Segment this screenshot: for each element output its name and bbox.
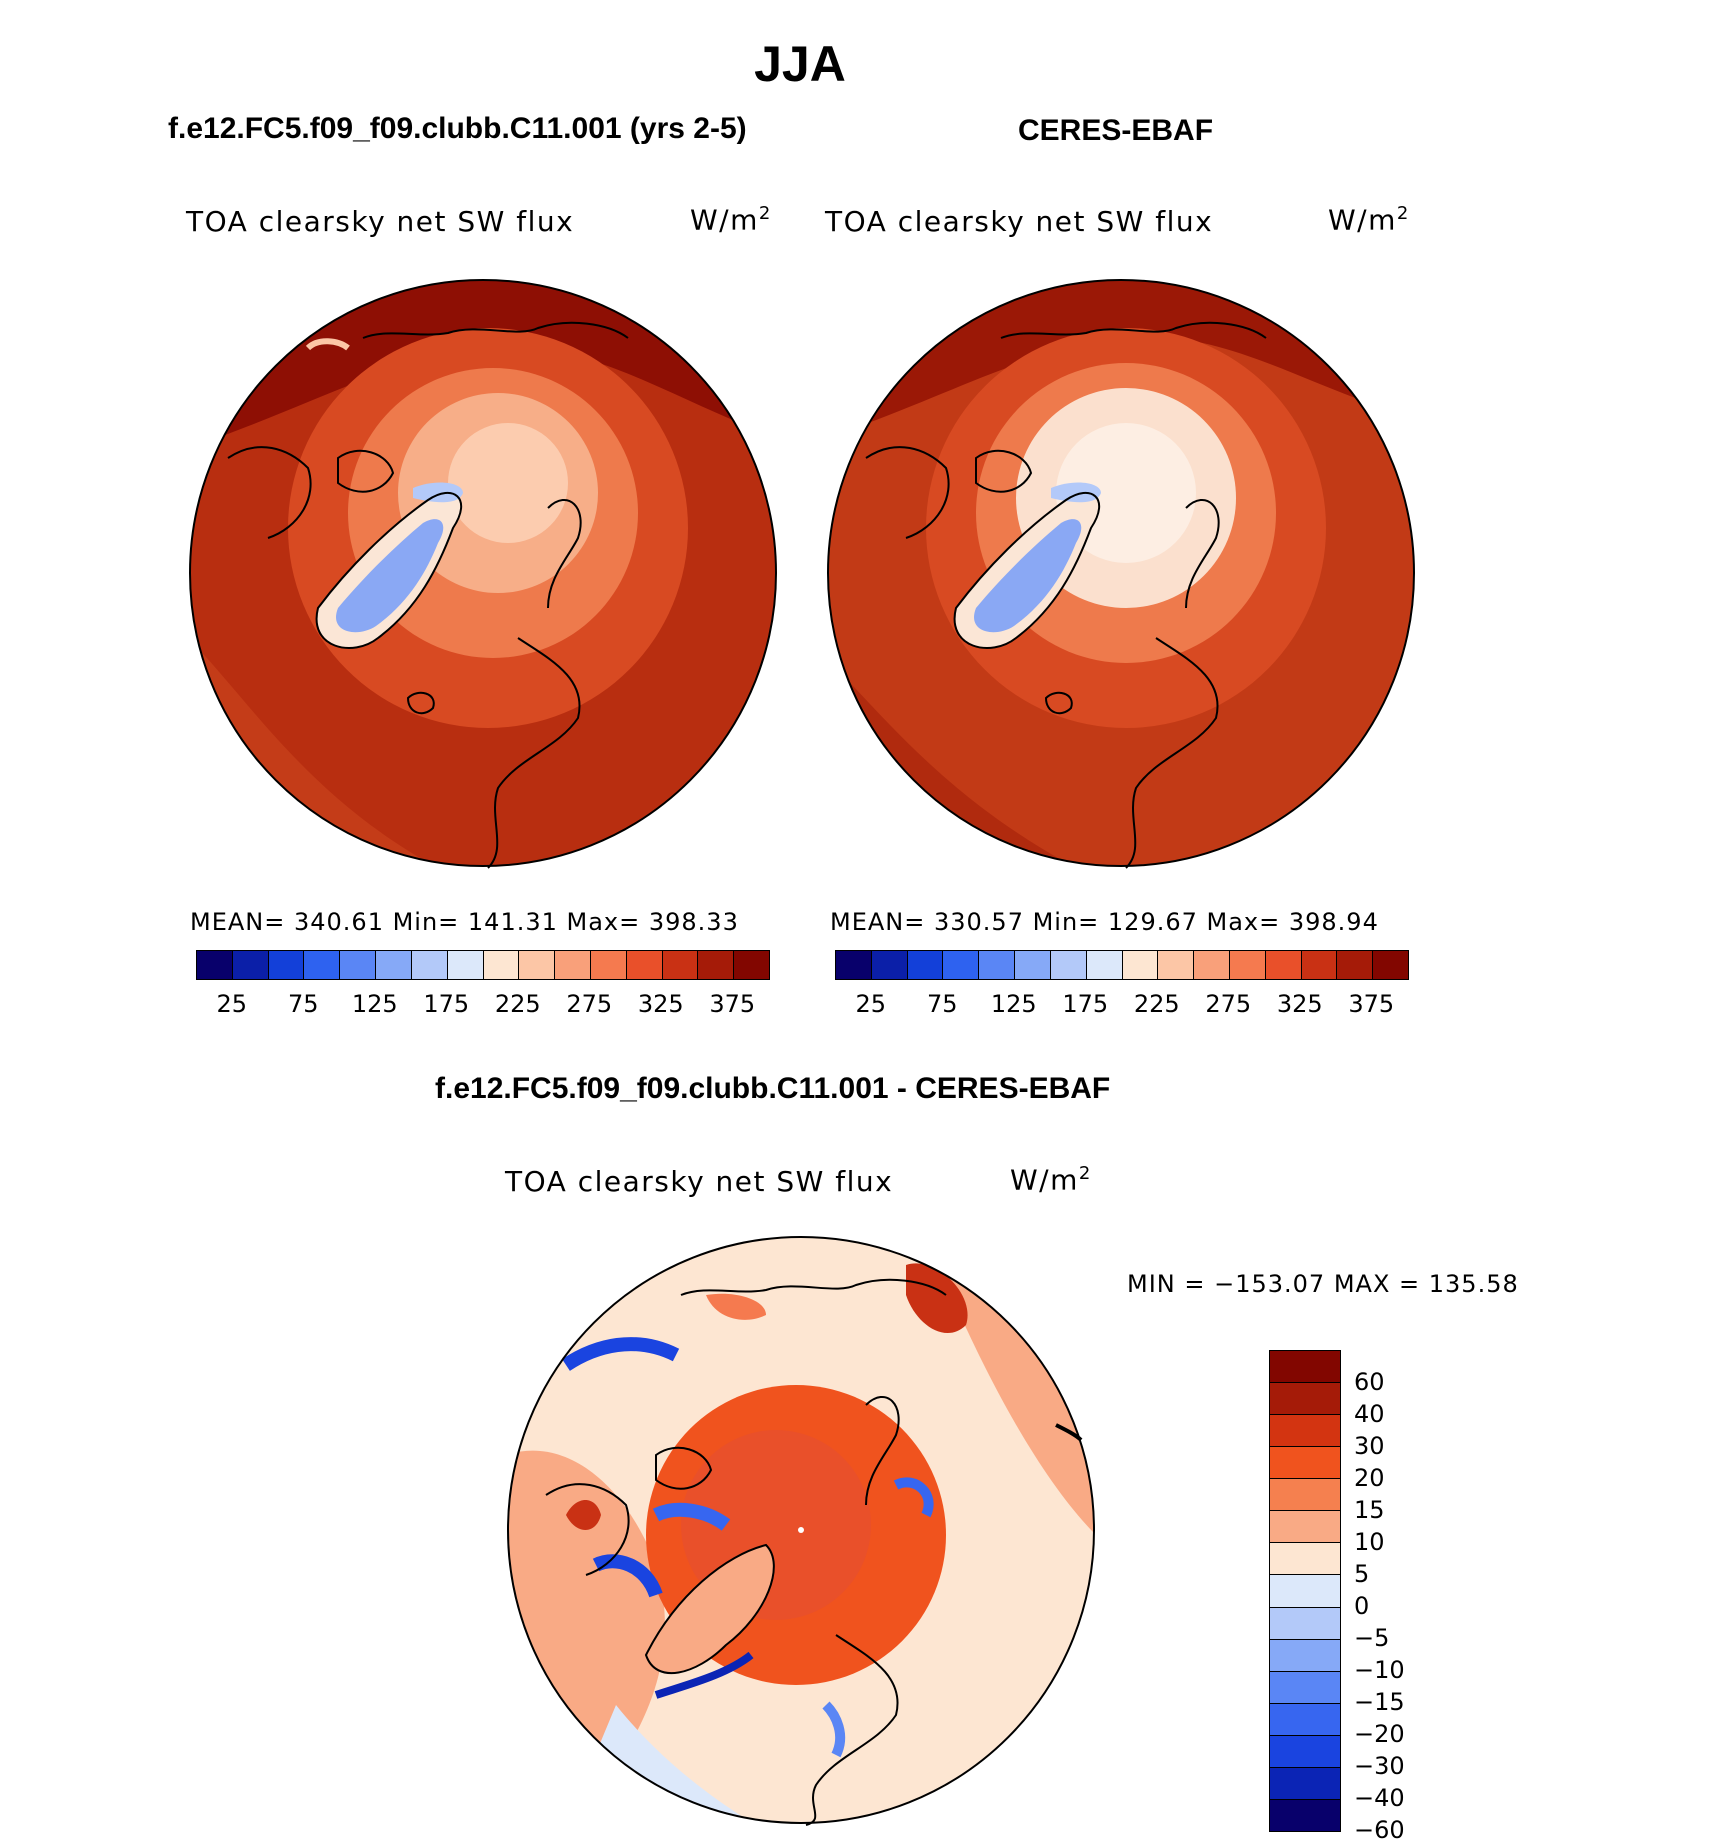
panel1-colorbar — [196, 950, 770, 980]
diff-colorbar-swatch — [1270, 1799, 1340, 1831]
panel2-colorbar-swatch — [1194, 951, 1230, 979]
panel1-colorbar-swatch — [734, 951, 769, 979]
panel2-colorbar-swatch — [836, 951, 872, 979]
panel2-colorbar-swatch — [943, 951, 980, 979]
panel2-case-title: CERES-EBAF — [1018, 114, 1214, 147]
panel2-colorbar-tick-label: 275 — [1205, 990, 1252, 1018]
panel2-colorbar-swatch — [907, 951, 944, 979]
diff-colorbar-tick-label: 60 — [1354, 1368, 1385, 1396]
panel1-colorbar-swatch — [304, 951, 341, 979]
panel2-colorbar-labels: 25 75 125 175 225 275 325 375 — [835, 990, 1407, 1020]
panel1-colorbar-swatch — [519, 951, 556, 979]
panel1-colorbar-swatch — [340, 951, 377, 979]
panel1-colorbar-swatch — [662, 951, 699, 979]
diff-colorbar-tick-label: 5 — [1354, 1560, 1370, 1588]
panel1-colorbar-tick-label: 375 — [709, 990, 756, 1018]
diff-colorbar-swatch — [1270, 1735, 1340, 1768]
panel1-colorbar-swatch — [698, 951, 735, 979]
panel1-variable-label: TOA clearsky net SW flux — [186, 205, 575, 238]
panel1-units-label: W/m2 — [690, 203, 772, 237]
panel1-colorbar-swatch — [590, 951, 627, 979]
panel2-colorbar-swatch — [1229, 951, 1266, 979]
panel1-colorbar-swatch — [483, 951, 520, 979]
panel2-colorbar-tick-label: 25 — [855, 990, 887, 1018]
diff-polar-map — [507, 1236, 1095, 1826]
panel1-colorbar-labels: 25 75 125 175 225 275 325 375 — [196, 990, 768, 1020]
panel1-polar-map — [189, 279, 777, 869]
panel2-colorbar-tick-label: 325 — [1276, 990, 1323, 1018]
panel1-colorbar-swatch — [411, 951, 448, 979]
diff-colorbar-swatch — [1270, 1639, 1340, 1672]
diff-title: f.e12.FC5.f09_f09.clubb.C11.001 - CERES-… — [435, 1072, 1111, 1105]
panel2-units-label: W/m2 — [1328, 203, 1410, 237]
diff-colorbar-swatch — [1270, 1575, 1340, 1608]
diff-colorbar-swatch — [1270, 1447, 1340, 1480]
panel2-colorbar-swatch — [1301, 951, 1338, 979]
panel2-colorbar-swatch — [1337, 951, 1374, 979]
panel2-polar-map — [827, 279, 1415, 869]
panel1-colorbar-tick-label: 125 — [351, 990, 398, 1018]
panel2-stats: MEAN= 330.57 Min= 129.67 Max= 398.94 — [830, 908, 1379, 936]
panel2-colorbar — [835, 950, 1409, 980]
diff-colorbar-swatch — [1270, 1607, 1340, 1640]
panel2-colorbar-swatch — [1050, 951, 1087, 979]
panel1-colorbar-tick-label: 325 — [637, 990, 684, 1018]
diff-colorbar-tick-label: 40 — [1354, 1400, 1385, 1428]
panel2-colorbar-swatch — [1086, 951, 1123, 979]
panel1-colorbar-tick-label: 25 — [216, 990, 248, 1018]
diff-colorbar-tick-label: −40 — [1354, 1784, 1405, 1812]
panel2-colorbar-swatch — [1015, 951, 1051, 979]
panel2-colorbar-swatch — [1158, 951, 1195, 979]
panel2-colorbar-tick-label: 125 — [990, 990, 1037, 1018]
panel2-colorbar-swatch — [1265, 951, 1302, 979]
diff-minmax: MIN = −153.07 MAX = 135.58 — [1127, 1270, 1519, 1298]
panel1-colorbar-swatch — [376, 951, 412, 979]
diff-units-label: W/m2 — [1010, 1163, 1092, 1197]
panel2-colorbar-tick-label: 75 — [926, 990, 958, 1018]
diff-colorbar-swatch — [1270, 1767, 1340, 1800]
panel2-colorbar-swatch — [871, 951, 908, 979]
panel1-colorbar-swatch — [626, 951, 663, 979]
diff-colorbar-tick-label: −20 — [1354, 1720, 1405, 1748]
panel1-colorbar-tick-label: 275 — [566, 990, 613, 1018]
panel1-colorbar-swatch — [268, 951, 305, 979]
panel1-colorbar-swatch — [232, 951, 269, 979]
diff-colorbar-swatch — [1270, 1543, 1340, 1576]
diff-colorbar-tick-label: 0 — [1354, 1592, 1370, 1620]
diff-colorbar-tick-label: −30 — [1354, 1752, 1405, 1780]
diff-colorbar-tick-label: 20 — [1354, 1464, 1385, 1492]
diff-colorbar-tick-label: −15 — [1354, 1688, 1405, 1716]
diff-colorbar-swatch — [1270, 1351, 1340, 1384]
panel2-colorbar-tick-label: 175 — [1062, 990, 1109, 1018]
diff-colorbar-tick-label: 30 — [1354, 1432, 1385, 1460]
diff-colorbar-tick-label: −10 — [1354, 1656, 1405, 1684]
diff-colorbar-swatch — [1270, 1479, 1340, 1512]
diff-colorbar-tick-label: 10 — [1354, 1528, 1385, 1556]
diff-colorbar-tick-label: 15 — [1354, 1496, 1385, 1524]
figure-title: JJA — [754, 36, 846, 92]
panel1-stats: MEAN= 340.61 Min= 141.31 Max= 398.33 — [190, 908, 739, 936]
panel1-colorbar-tick-label: 75 — [287, 990, 319, 1018]
panel1-case-title: f.e12.FC5.f09_f09.clubb.C11.001 (yrs 2-5… — [168, 112, 747, 145]
diff-colorbar-swatch — [1270, 1671, 1340, 1704]
panel2-colorbar-tick-label: 225 — [1133, 990, 1180, 1018]
panel2-colorbar-swatch — [1122, 951, 1159, 979]
diff-variable-label: TOA clearsky net SW flux — [505, 1165, 894, 1198]
panel2-colorbar-swatch — [979, 951, 1016, 979]
diff-colorbar — [1269, 1350, 1341, 1832]
diff-colorbar-swatch — [1270, 1703, 1340, 1736]
diff-colorbar-tick-label: −5 — [1354, 1624, 1390, 1652]
panel2-colorbar-tick-label: 375 — [1348, 990, 1395, 1018]
panel1-colorbar-swatch — [555, 951, 591, 979]
panel2-colorbar-swatch — [1373, 951, 1408, 979]
panel1-colorbar-swatch — [447, 951, 484, 979]
diff-colorbar-swatch — [1270, 1511, 1340, 1544]
panel1-colorbar-tick-label: 175 — [423, 990, 470, 1018]
diff-colorbar-swatch — [1270, 1383, 1340, 1416]
panel1-colorbar-swatch — [197, 951, 233, 979]
diff-colorbar-tick-label: −60 — [1354, 1816, 1405, 1844]
diff-colorbar-swatch — [1270, 1415, 1340, 1448]
panel2-variable-label: TOA clearsky net SW flux — [825, 205, 1214, 238]
panel1-colorbar-tick-label: 225 — [494, 990, 541, 1018]
